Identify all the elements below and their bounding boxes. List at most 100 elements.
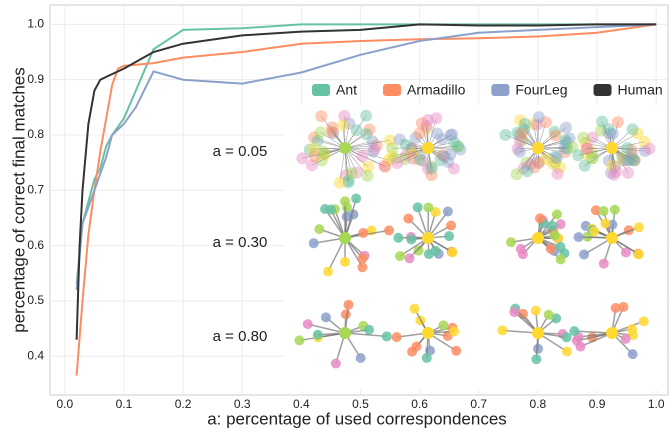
- graph-node: [340, 196, 350, 206]
- graph-node: [444, 231, 454, 241]
- x-tick-label: 0.3: [234, 397, 251, 411]
- graph-hub: [532, 142, 544, 154]
- graph-node: [358, 253, 368, 263]
- graph-node: [400, 139, 412, 151]
- graph-node: [443, 207, 453, 217]
- inset-graphs: [284, 105, 666, 390]
- x-tick-label: 0.7: [470, 397, 487, 411]
- graph-node: [521, 165, 533, 177]
- graph-hub: [532, 232, 544, 244]
- graph-node: [409, 304, 419, 314]
- graph-node: [577, 132, 589, 144]
- graph-node: [572, 336, 582, 346]
- graph-node: [414, 154, 426, 166]
- graph-node: [627, 324, 637, 334]
- graph-node: [411, 342, 421, 352]
- annotation: a = 0.30: [213, 234, 268, 251]
- graph-node: [451, 346, 461, 356]
- graph-node: [379, 161, 391, 173]
- graph-node: [303, 319, 313, 329]
- graph-node: [351, 194, 361, 204]
- x-axis-title: a: percentage of used correspondences: [207, 409, 507, 428]
- graph-node: [511, 168, 523, 180]
- graph-hub: [422, 327, 434, 339]
- graph-node: [406, 235, 416, 245]
- graph-node: [314, 126, 326, 138]
- graph-node: [331, 359, 341, 369]
- graph-node: [356, 150, 368, 162]
- graph-node: [317, 146, 329, 158]
- graph-node: [341, 309, 351, 319]
- graph-node: [361, 170, 373, 182]
- graph-node: [497, 325, 507, 335]
- graph-node: [506, 237, 516, 247]
- graph-node: [533, 344, 543, 354]
- graph-node: [421, 120, 433, 132]
- graph-hub: [339, 327, 351, 339]
- legend-swatch: [312, 84, 330, 96]
- graph-node: [533, 157, 545, 169]
- graph-node: [340, 257, 350, 267]
- graph-node: [313, 330, 323, 340]
- graph-node: [509, 307, 519, 317]
- graph-node: [430, 246, 440, 256]
- graph-node: [499, 129, 511, 141]
- graph-node: [337, 119, 349, 131]
- graph-node: [639, 316, 649, 326]
- y-tick-label: 0.4: [27, 348, 44, 362]
- graph-hub: [606, 327, 618, 339]
- graph-node: [392, 332, 402, 342]
- graph-node: [579, 249, 589, 259]
- graph-node: [535, 213, 545, 223]
- graph-hub: [532, 327, 544, 339]
- x-tick-label: 0.0: [56, 397, 73, 411]
- legend-label: FourLeg: [515, 82, 567, 98]
- graph-hub: [339, 232, 351, 244]
- legend-swatch: [383, 84, 401, 96]
- graph-node: [610, 166, 622, 178]
- graph-node: [596, 116, 608, 128]
- graph-node: [447, 247, 457, 257]
- graph-node: [550, 230, 560, 240]
- graph-node: [599, 259, 609, 269]
- graph-node: [438, 150, 450, 162]
- graph-node: [514, 146, 526, 158]
- graph-node: [326, 205, 336, 215]
- x-tick-label: 0.6: [411, 397, 428, 411]
- graph-node: [531, 306, 541, 316]
- graph-node: [555, 242, 565, 252]
- legend-label: Human: [618, 82, 663, 98]
- graph-node: [569, 326, 579, 336]
- graph-node: [628, 349, 638, 359]
- y-tick-label: 0.6: [27, 238, 44, 252]
- graph-node: [531, 354, 541, 364]
- graph-hub: [422, 232, 434, 244]
- graph-node: [395, 251, 405, 261]
- graph-node: [436, 133, 448, 145]
- graph-node: [438, 320, 448, 330]
- graph-node: [599, 206, 609, 216]
- graph-node: [323, 267, 333, 277]
- x-tick-label: 0.1: [116, 397, 133, 411]
- graph-node: [296, 152, 308, 164]
- graph-node: [391, 157, 403, 169]
- graph-node: [600, 219, 610, 229]
- graph-node: [356, 353, 366, 363]
- graph-node: [423, 203, 433, 213]
- graph-node: [294, 335, 304, 345]
- y-tick-label: 0.8: [27, 127, 44, 141]
- graph-node: [552, 209, 562, 219]
- graph-node: [344, 300, 354, 310]
- y-tick-label: 0.5: [27, 293, 44, 307]
- graph-node: [562, 346, 572, 356]
- y-axis-title: percentage of correct final matches: [9, 67, 28, 333]
- y-tick-label: 0.9: [27, 72, 44, 86]
- graph-node: [448, 163, 460, 175]
- graph-node: [358, 228, 368, 238]
- graph-node: [426, 162, 438, 174]
- legend-label: Armadillo: [407, 82, 466, 98]
- x-tick-label: 0.5: [352, 397, 369, 411]
- graph-node: [334, 177, 346, 189]
- graph-hub: [606, 232, 618, 244]
